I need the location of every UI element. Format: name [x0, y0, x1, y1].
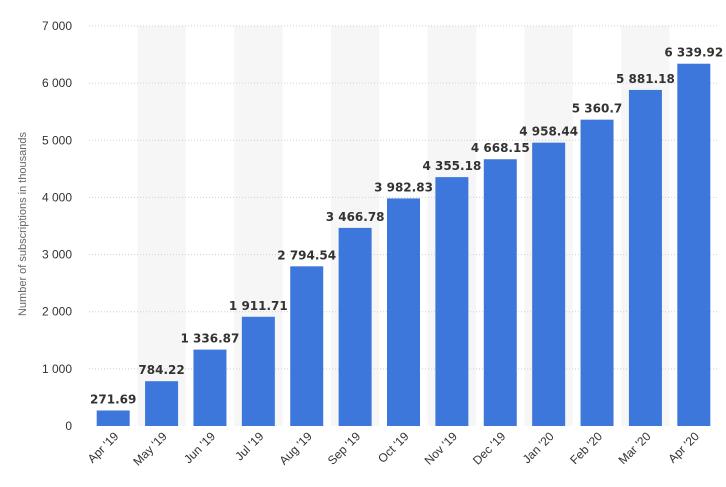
data-label-8: 4 668.15 — [471, 141, 530, 155]
y-tick-label-7: 7 000 — [42, 19, 72, 33]
y-tick-label-4: 4 000 — [42, 190, 72, 204]
bar-10 — [580, 119, 614, 426]
data-label-7: 4 355.18 — [422, 159, 481, 173]
data-label-5: 3 466.78 — [326, 210, 385, 224]
x-tick-label-8: Dec '19 — [470, 429, 509, 468]
y-tick-label-3: 3 000 — [42, 248, 72, 262]
data-labels: 271.69 784.22 1 336.87 1 911.71 2 794.54 3 46… — [90, 46, 723, 407]
y-tick-label-6: 6 000 — [42, 76, 72, 90]
x-tick-label-3: Jul '19 — [232, 429, 266, 463]
x-tick-label-0: Apr '19 — [85, 429, 122, 466]
bars — [96, 63, 711, 427]
y-axis-title: Number of subscriptions in thousands — [17, 131, 29, 316]
y-tick-label-1: 1 000 — [42, 362, 72, 376]
bar-2 — [193, 349, 227, 426]
data-label-6: 3 982.83 — [374, 180, 433, 194]
x-tick-label-6: Oct '19 — [375, 429, 412, 466]
bar-11 — [628, 89, 662, 427]
data-label-9: 4 958.44 — [519, 125, 578, 139]
bar-1 — [145, 381, 179, 426]
y-axis-ticks: 0 1 000 2 000 3 000 4 000 5 000 6 000 7 000 — [42, 19, 72, 433]
data-label-0: 271.69 — [90, 392, 136, 406]
bar-7 — [435, 177, 469, 426]
data-label-4: 2 794.54 — [277, 248, 336, 262]
bar-4 — [290, 266, 324, 426]
bar-3 — [241, 316, 275, 426]
data-label-11: 5 881.18 — [616, 72, 675, 86]
data-label-10: 5 360.7 — [572, 102, 622, 116]
x-tick-label-5: Sep '19 — [325, 429, 364, 468]
bar-6 — [387, 198, 420, 426]
x-tick-label-1: May '19 — [130, 429, 170, 469]
x-tick-label-9: Jan '20 — [520, 429, 557, 466]
bar-0 — [96, 410, 130, 426]
x-axis-ticks: Apr '19 May '19 Jun '19 Jul '19 Aug '19 Sep '… — [85, 429, 702, 469]
bar-8 — [483, 159, 517, 426]
x-tick-label-10: Feb '20 — [567, 429, 605, 467]
x-tick-label-12: Apr '20 — [665, 429, 702, 466]
data-label-12: 6 339.92 — [664, 46, 723, 60]
band-1 — [137, 26, 186, 426]
x-tick-label-4: Aug '19 — [276, 429, 315, 468]
y-tick-label-5: 5 000 — [42, 133, 72, 147]
x-tick-label-7: Nov '19 — [422, 429, 461, 468]
bar-12 — [677, 63, 711, 426]
bar-9 — [532, 142, 566, 426]
x-tick-label-2: Jun '19 — [181, 429, 218, 466]
y-tick-label-2: 2 000 — [42, 305, 72, 319]
data-label-2: 1 336.87 — [181, 332, 240, 346]
data-label-3: 1 911.71 — [229, 299, 288, 313]
y-tick-label-0: 0 — [65, 419, 72, 433]
data-label-1: 784.22 — [138, 363, 184, 377]
bar-5 — [338, 227, 372, 426]
x-tick-label-11: Mar '20 — [616, 429, 654, 467]
